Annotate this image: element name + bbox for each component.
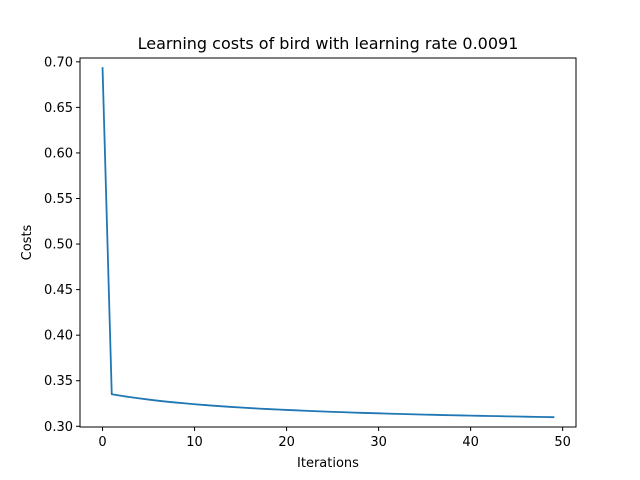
x-tick-label: 30 <box>370 435 387 450</box>
y-tick-label: 0.30 <box>44 420 73 435</box>
y-tick-label: 0.60 <box>44 146 73 161</box>
series-line-0 <box>101 67 555 419</box>
x-tick-label: 20 <box>278 435 295 450</box>
y-tick-label: 0.70 <box>44 55 73 70</box>
y-axis-label: Costs <box>20 224 35 260</box>
axes-frame <box>79 57 577 428</box>
x-tick-label: 10 <box>186 435 203 450</box>
chart-title: Learning costs of bird with learning rat… <box>138 34 519 53</box>
y-tick-label: 0.55 <box>44 192 73 207</box>
y-tick-label: 0.45 <box>44 283 73 298</box>
axis-ticks: 0 10 20 30 40 50 0.30 0.35 0.40 0.45 0.50 0.55 0.60 0… <box>44 55 571 450</box>
x-axis-label: Iterations <box>297 456 359 471</box>
y-tick-label: 0.50 <box>44 238 73 253</box>
plot-area <box>101 67 555 419</box>
x-tick-label: 40 <box>462 435 479 450</box>
x-tick-label: 50 <box>554 435 571 450</box>
y-tick-label: 0.65 <box>44 101 73 116</box>
y-tick-label: 0.35 <box>44 374 73 389</box>
y-tick-label: 0.40 <box>44 329 73 344</box>
x-tick-label: 0 <box>98 435 106 450</box>
